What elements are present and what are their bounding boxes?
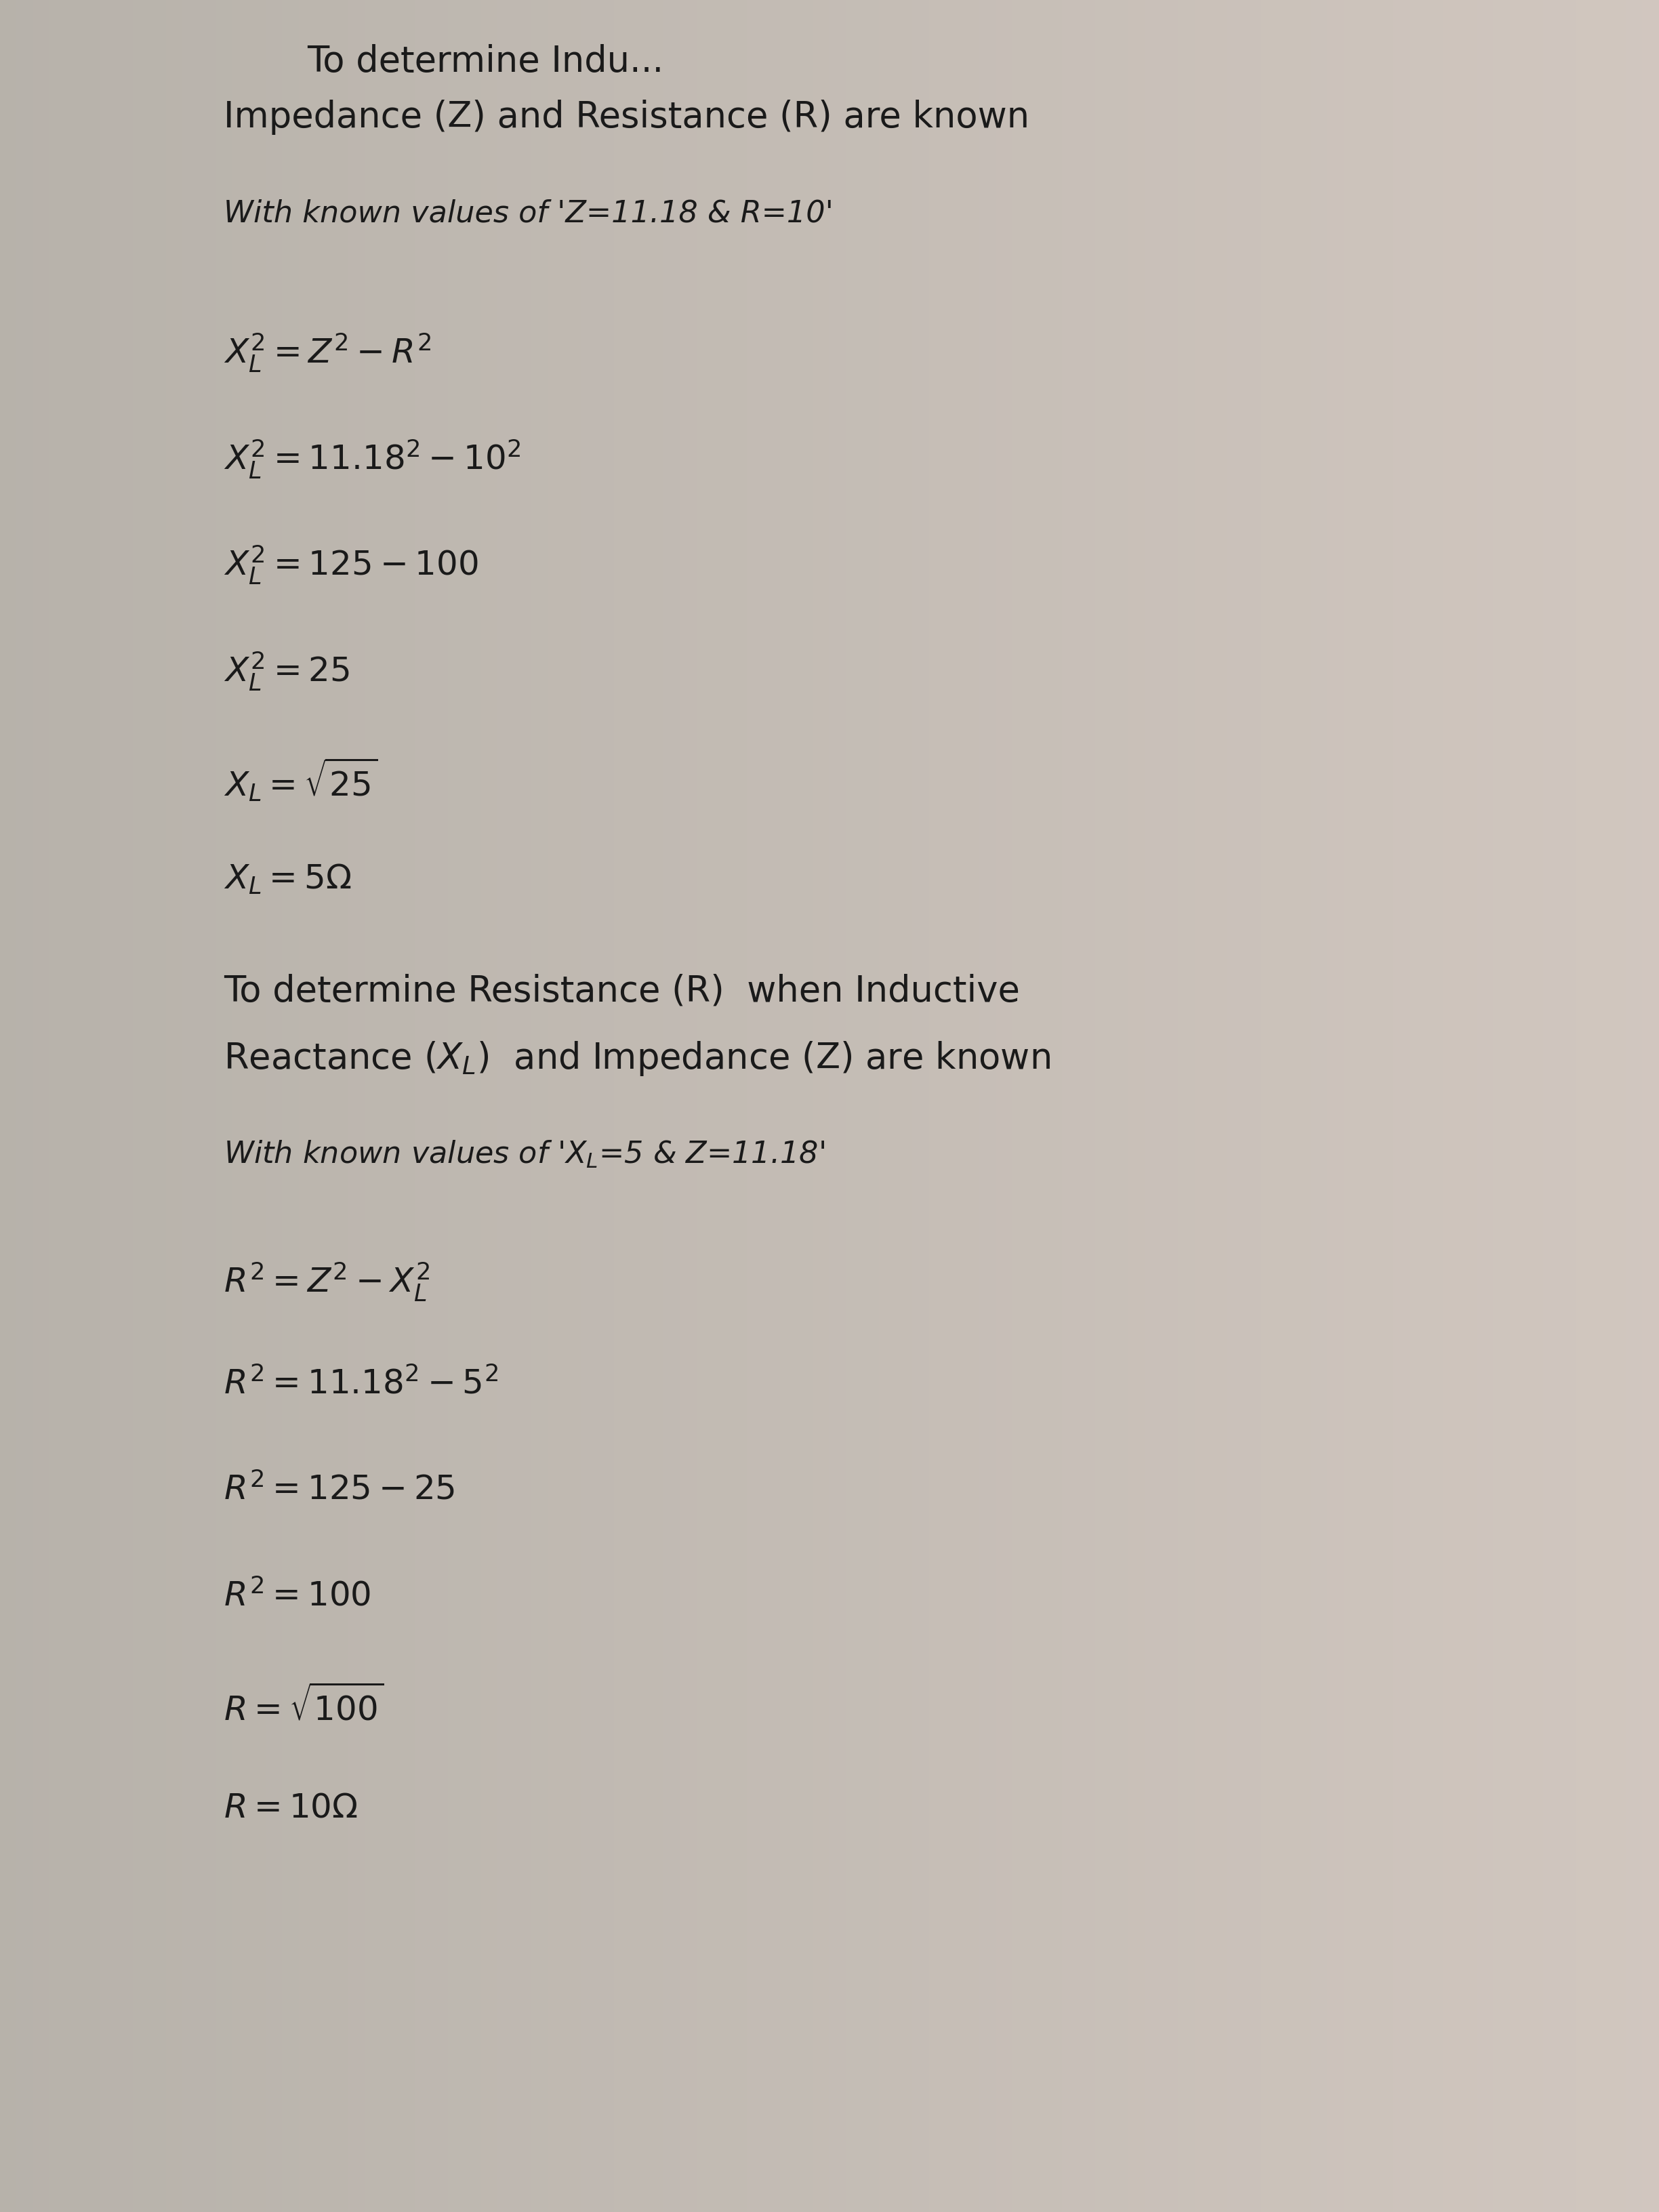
Text: With known values of '$X_L$=5 & Z=11.18': With known values of '$X_L$=5 & Z=11.18' bbox=[224, 1139, 825, 1170]
Text: $X_L^2 = 11.18^2 - 10^2$: $X_L^2 = 11.18^2 - 10^2$ bbox=[224, 438, 521, 480]
Text: Reactance ($X_L$)  and Impedance (Z) are known: Reactance ($X_L$) and Impedance (Z) are … bbox=[224, 1040, 1050, 1077]
Text: $X_L = \sqrt{25}$: $X_L = \sqrt{25}$ bbox=[224, 757, 378, 803]
Text: $R^2 = 125 - 25$: $R^2 = 125 - 25$ bbox=[224, 1473, 455, 1506]
Text: $R = 10\Omega$: $R = 10\Omega$ bbox=[224, 1792, 358, 1825]
Text: $X_L = 5\Omega$: $X_L = 5\Omega$ bbox=[224, 863, 352, 896]
Text: Impedance (Z) and Resistance (R) are known: Impedance (Z) and Resistance (R) are kno… bbox=[224, 100, 1030, 135]
Text: $R^2 = 100$: $R^2 = 100$ bbox=[224, 1579, 372, 1613]
Text: $X_L^2 = 125 - 100$: $X_L^2 = 125 - 100$ bbox=[224, 544, 478, 586]
Text: $R = \sqrt{100}$: $R = \sqrt{100}$ bbox=[224, 1686, 385, 1728]
Text: $R^2 = Z^2 - X_L^2$: $R^2 = Z^2 - X_L^2$ bbox=[224, 1261, 430, 1303]
Text: $X_L^2 = Z^2 - R^2$: $X_L^2 = Z^2 - R^2$ bbox=[224, 332, 431, 374]
Text: $R^2 = 11.18^2 - 5^2$: $R^2 = 11.18^2 - 5^2$ bbox=[224, 1367, 498, 1400]
Text: With known values of 'Z=11.18 & R=10': With known values of 'Z=11.18 & R=10' bbox=[224, 199, 834, 228]
Text: To determine Indu...: To determine Indu... bbox=[307, 44, 664, 80]
Text: To determine Resistance (R)  when Inductive: To determine Resistance (R) when Inducti… bbox=[224, 973, 1020, 1009]
Text: $X_L^2 = 25$: $X_L^2 = 25$ bbox=[224, 650, 350, 692]
